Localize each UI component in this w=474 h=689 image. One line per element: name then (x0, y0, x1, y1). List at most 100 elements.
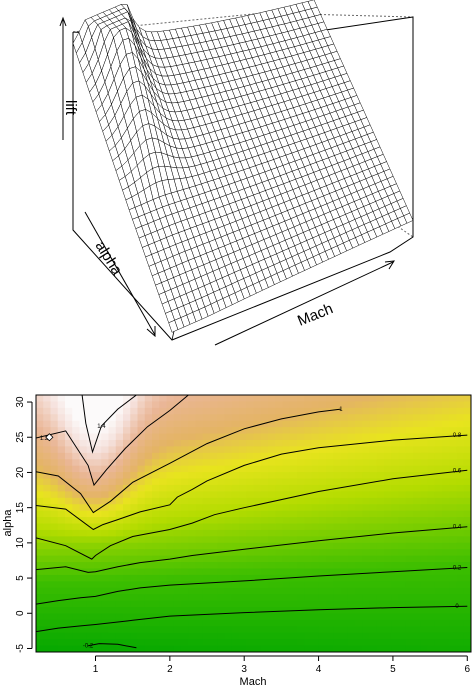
heat-cell (137, 639, 146, 647)
heat-cell (246, 420, 255, 428)
heat-cell (144, 581, 153, 589)
heat-cell (50, 639, 59, 647)
heat-cell (152, 529, 160, 537)
heat-cell (260, 613, 269, 621)
heat-cell (137, 414, 146, 422)
heat-cell (398, 536, 407, 544)
heat-cell (405, 549, 414, 557)
heat-cell (413, 529, 421, 537)
heat-cell (384, 491, 392, 499)
heat-cell (43, 645, 52, 652)
heat-cell (391, 581, 400, 589)
heat-cell (289, 626, 298, 634)
heat-cell (50, 517, 59, 525)
heat-cell (130, 523, 139, 531)
heat-cell (304, 395, 313, 403)
heat-cell (231, 446, 240, 454)
heat-cell (246, 459, 255, 467)
heat-cell (297, 407, 305, 415)
heat-cell (217, 574, 226, 582)
heat-cell (130, 446, 139, 454)
heat-cell (159, 439, 168, 447)
heat-cell (50, 420, 59, 428)
heat-cell (246, 401, 255, 409)
heat-cell (239, 587, 247, 595)
heat-cell (427, 549, 436, 557)
heat-cell (188, 484, 197, 492)
heat-cell (224, 555, 233, 563)
heat-cell (217, 407, 226, 415)
heat-cell (260, 607, 269, 615)
x-tick-label: 4 (316, 664, 322, 675)
heat-cell (413, 594, 421, 602)
heat-cell (43, 491, 52, 499)
heat-cell (413, 517, 421, 525)
heat-cell (405, 594, 414, 602)
heat-cell (123, 555, 131, 563)
heat-cell (434, 414, 443, 422)
heat-cell (340, 555, 349, 563)
heat-cell (413, 536, 421, 544)
heat-cell (420, 587, 429, 595)
heat-cell (181, 626, 189, 634)
heat-cell (217, 465, 226, 473)
heat-cell (36, 594, 44, 602)
heat-cell (311, 574, 320, 582)
heat-cell (405, 472, 414, 480)
heat-cell (224, 497, 233, 505)
heat-cell (130, 484, 139, 492)
heat-cell (268, 600, 276, 608)
heat-cell (86, 555, 95, 563)
heat-cell (289, 433, 298, 441)
heat-cell (123, 401, 131, 409)
heat-cell (318, 414, 327, 422)
heat-cell (79, 555, 88, 563)
heat-cell (318, 632, 327, 640)
heat-cell (94, 549, 102, 557)
heat-cell (217, 523, 226, 531)
heat-cell (224, 395, 233, 403)
heat-cell (159, 607, 168, 615)
heat-cell (326, 581, 334, 589)
heat-cell (376, 478, 385, 486)
heat-cell (36, 465, 44, 473)
heat-cell (195, 414, 204, 422)
heat-cell (65, 497, 73, 505)
heat-cell (405, 529, 414, 537)
heat-cell (326, 639, 334, 647)
heat-cell (57, 574, 66, 582)
heat-cell (210, 484, 218, 492)
heat-cell (253, 395, 262, 403)
heat-cell (108, 465, 117, 473)
heat-cell (246, 478, 255, 486)
heat-cell (246, 510, 255, 518)
heat-cell (376, 600, 385, 608)
heat-cell (224, 465, 233, 473)
heat-cell (181, 645, 189, 652)
heat-cell (101, 504, 110, 512)
heat-cell (311, 401, 320, 409)
heat-cell (420, 607, 429, 615)
heat-cell (72, 581, 81, 589)
heat-cell (224, 613, 233, 621)
heat-cell (275, 542, 284, 550)
heat-cell (239, 452, 247, 460)
heat-cell (202, 562, 211, 570)
heat-cell (86, 433, 95, 441)
heat-cell (79, 536, 88, 544)
heat-cell (239, 607, 247, 615)
heat-cell (130, 549, 139, 557)
heat-cell (253, 555, 262, 563)
heat-cell (239, 600, 247, 608)
heat-cell (311, 600, 320, 608)
heat-cell (217, 459, 226, 467)
heat-cell (231, 542, 240, 550)
heat-cell (376, 581, 385, 589)
heat-cell (94, 497, 102, 505)
heat-cell (181, 574, 189, 582)
heat-cell (231, 619, 240, 627)
heat-cell (152, 439, 160, 447)
heat-cell (166, 574, 175, 582)
heat-cell (65, 433, 73, 441)
heat-cell (289, 395, 298, 403)
